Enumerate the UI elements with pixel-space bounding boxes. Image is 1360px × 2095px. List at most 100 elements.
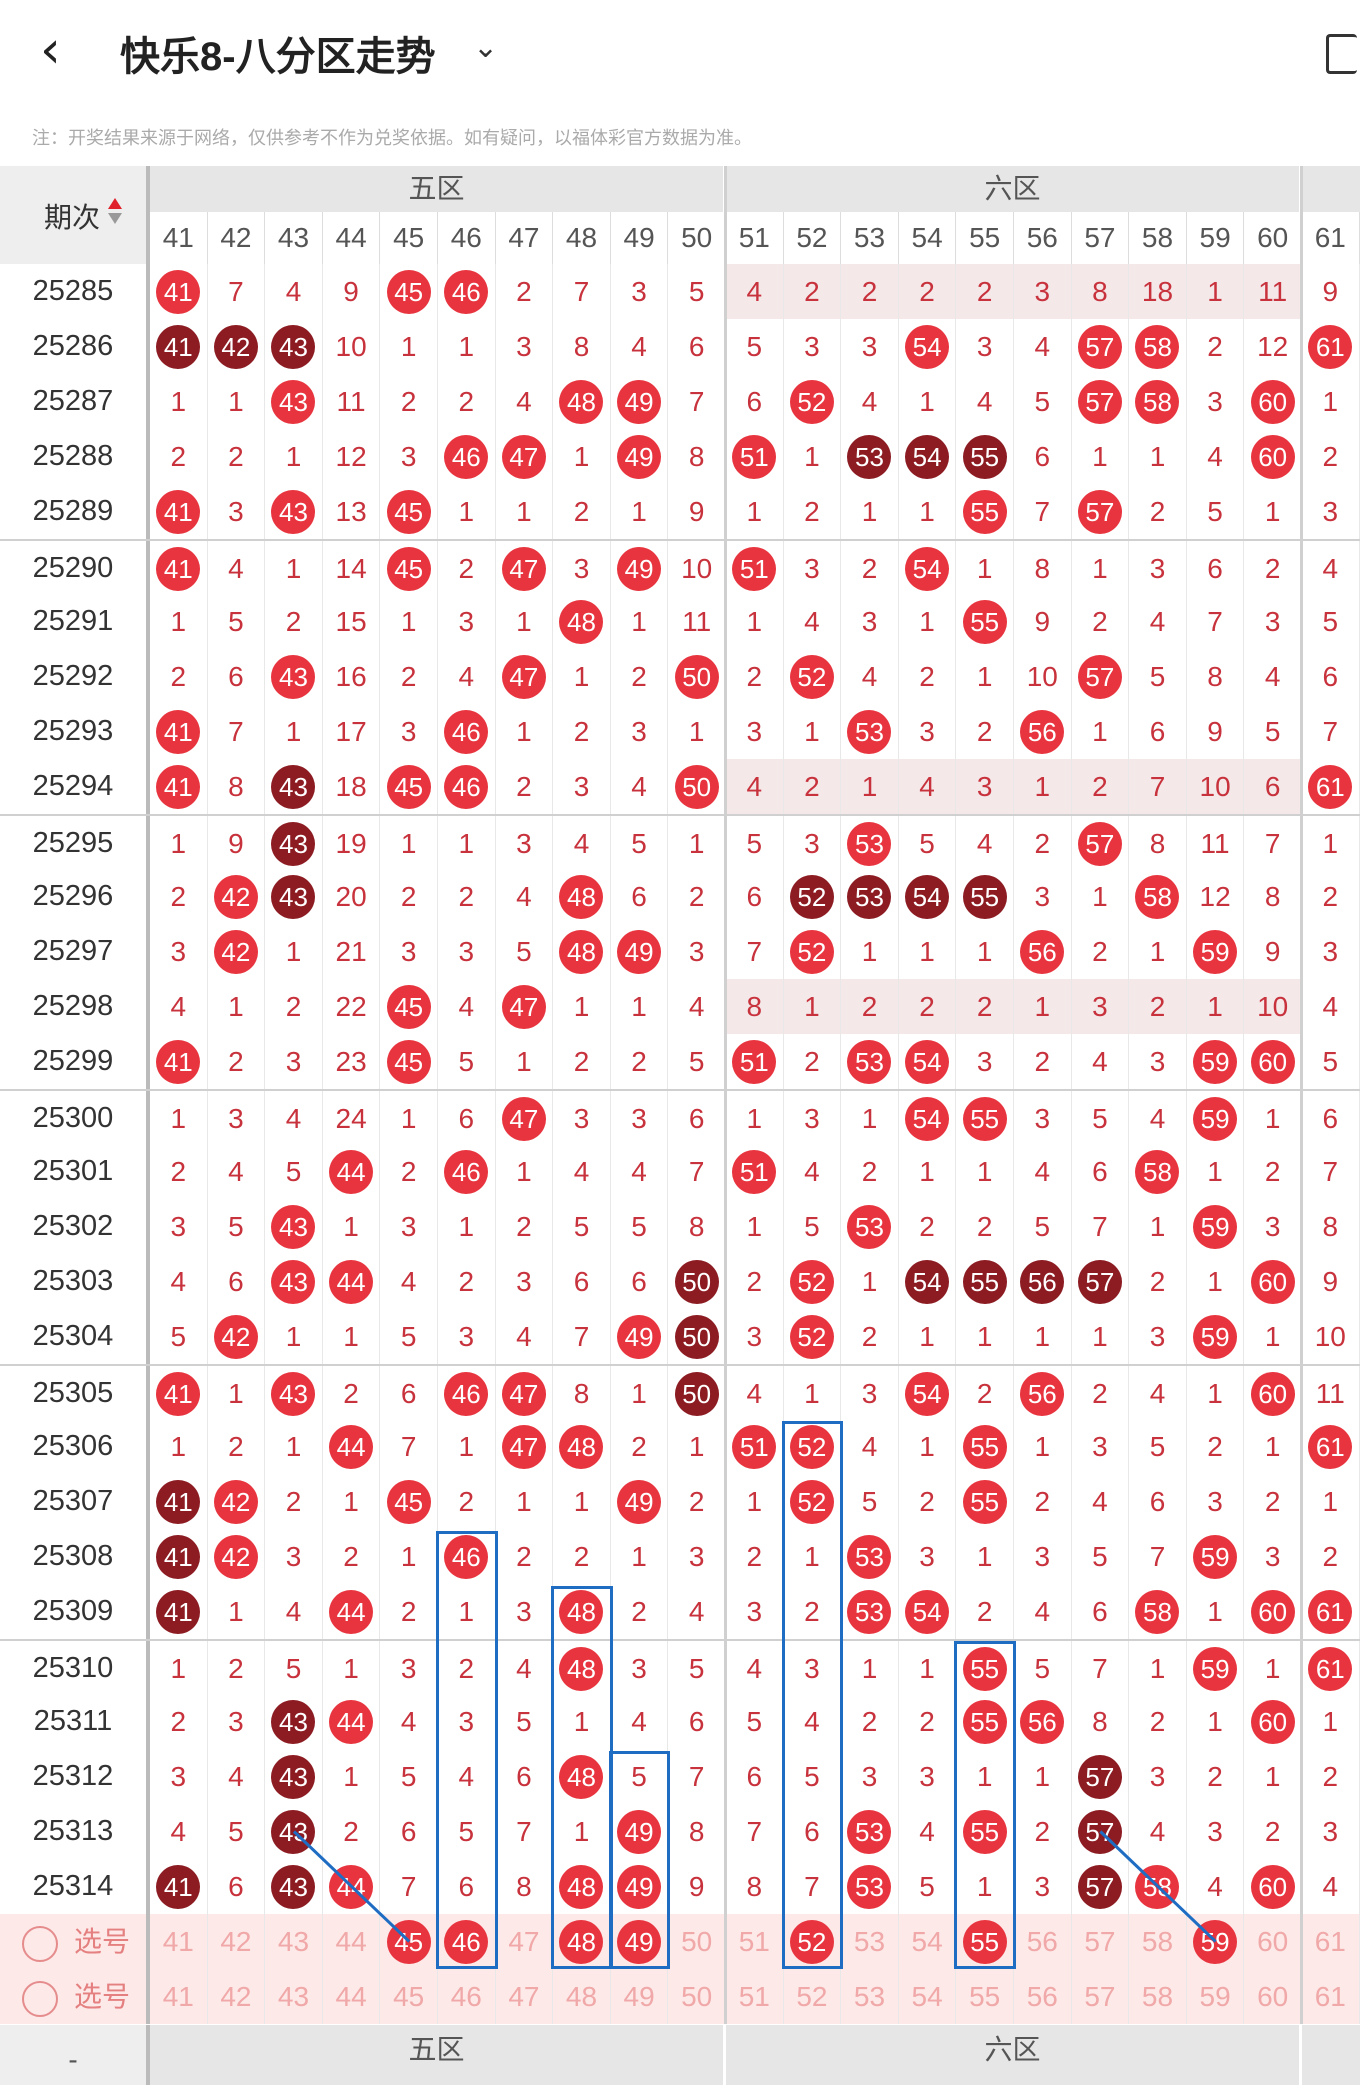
miss-cell: 1	[841, 759, 899, 814]
miss-cell[interactable]: 52	[784, 1969, 842, 2024]
miss-cell[interactable]: 51	[726, 1969, 784, 2024]
hit-cell: 59	[1187, 1309, 1245, 1364]
select-toggle[interactable]: 选号	[0, 1969, 150, 2024]
hit-cell[interactable]: 46	[438, 1914, 496, 1969]
drawn-ball: 45	[386, 490, 431, 535]
miss-cell[interactable]: 50	[668, 1914, 726, 1969]
drawn-ball: 43	[271, 1205, 316, 1250]
miss-cell[interactable]: 42	[208, 1914, 266, 1969]
drawn-ball: 52	[789, 1920, 834, 1965]
table-row: 25305 41 1 43 2 6 46 47 8 1 50 4 1 3 54 2 56 2 4 1 60 11	[0, 1364, 1360, 1421]
sort-icon[interactable]	[108, 198, 122, 228]
miss-cell: 2	[1072, 1366, 1130, 1421]
miss-cell[interactable]: 55	[956, 1969, 1014, 2024]
hit-cell: 57	[1072, 816, 1130, 871]
hit-cell[interactable]: 55	[956, 1914, 1014, 1969]
drawn-ball: 45	[386, 1480, 431, 1525]
miss-cell[interactable]: 41	[150, 1914, 208, 1969]
miss-cell: 2	[1129, 1254, 1187, 1309]
miss-cell[interactable]: 61	[1302, 1969, 1360, 2024]
miss-cell[interactable]: 58	[1129, 1969, 1187, 2024]
miss-cell[interactable]: 53	[841, 1914, 899, 1969]
select-row[interactable]: 选号 41 42 43 44 45 46 47 48 49 50 51 52 53 54 55 56 57 58 59…	[0, 1969, 1360, 2024]
miss-cell[interactable]: 61	[1302, 1914, 1360, 1969]
drawn-ball: 41	[156, 325, 201, 370]
miss-cell[interactable]: 46	[438, 1969, 496, 2024]
highlight-box	[781, 1421, 844, 1969]
miss-cell: 2	[380, 869, 438, 924]
miss-cell: 2	[841, 1144, 899, 1199]
miss-cell[interactable]: 47	[496, 1969, 554, 2024]
miss-cell: 4	[208, 1749, 266, 1804]
chevron-down-icon[interactable]: ⌄	[473, 30, 499, 65]
miss-cell[interactable]: 44	[323, 1969, 381, 2024]
miss-cell: 2	[1302, 869, 1360, 924]
miss-cell[interactable]: 53	[841, 1969, 899, 2024]
miss-cell[interactable]: 54	[899, 1914, 957, 1969]
miss-cell[interactable]: 43	[265, 1969, 323, 2024]
hit-cell[interactable]: 52	[784, 1914, 842, 1969]
miss-cell: 3	[496, 1254, 554, 1309]
miss-cell: 4	[1302, 541, 1360, 596]
table-row: 25307 41 42 2 1 45 2 1 1 49 2 1 52 5 2 55 2 4 6 3 2 1	[0, 1474, 1360, 1529]
device-switch-icon[interactable]	[1326, 34, 1357, 74]
miss-cell[interactable]: 49	[611, 1969, 669, 2024]
drawn-ball: 41	[156, 1865, 201, 1910]
miss-cell[interactable]: 56	[1014, 1914, 1072, 1969]
radio-icon[interactable]	[22, 1980, 58, 2017]
miss-cell[interactable]: 57	[1072, 1914, 1130, 1969]
zone-header-5: 五区	[150, 166, 726, 212]
miss-cell: 2	[323, 1804, 381, 1859]
miss-cell: 3	[841, 1366, 899, 1421]
miss-cell: 4	[1129, 1804, 1187, 1859]
miss-cell[interactable]: 59	[1187, 1969, 1245, 2024]
miss-cell[interactable]: 48	[553, 1969, 611, 2024]
drawn-ball: 60	[1250, 435, 1295, 480]
hit-cell[interactable]: 49	[611, 1914, 669, 1969]
miss-cell[interactable]: 60	[1244, 1969, 1302, 2024]
miss-cell: 3	[208, 1091, 266, 1146]
miss-cell[interactable]: 42	[208, 1969, 266, 2024]
miss-cell: 1	[553, 1474, 611, 1529]
miss-cell: 4	[380, 1254, 438, 1309]
miss-cell[interactable]: 44	[323, 1914, 381, 1969]
back-icon[interactable]: ‹	[40, 20, 61, 80]
miss-cell[interactable]: 58	[1129, 1914, 1187, 1969]
miss-cell: 4	[553, 816, 611, 871]
number-header-55: 55	[956, 212, 1014, 264]
drawn-ball: 50	[674, 655, 719, 700]
miss-cell: 6	[1187, 541, 1245, 596]
miss-cell[interactable]: 57	[1072, 1969, 1130, 2024]
miss-cell[interactable]: 56	[1014, 1969, 1072, 2024]
number-header-46: 46	[438, 212, 496, 264]
drawn-ball: 56	[1020, 930, 1065, 975]
drawn-ball: 51	[732, 547, 777, 592]
hit-cell: 47	[496, 649, 554, 704]
period-id: 25292	[0, 649, 150, 704]
miss-cell: 1	[496, 704, 554, 759]
miss-cell[interactable]: 51	[726, 1914, 784, 1969]
drawn-ball: 60	[1250, 1260, 1295, 1305]
miss-cell[interactable]: 43	[265, 1914, 323, 1969]
drawn-ball: 52	[789, 930, 834, 975]
table-row: 25308 41 42 3 2 1 46 2 2 1 3 2 1 53 3 1 3 5 7 59 3 2	[0, 1529, 1360, 1584]
select-toggle[interactable]: 选号	[0, 1914, 150, 1969]
period-id: 25296	[0, 869, 150, 924]
miss-cell: 5	[1014, 1199, 1072, 1254]
miss-cell: 23	[323, 1034, 381, 1089]
miss-cell: 4	[1014, 319, 1072, 374]
miss-cell[interactable]: 47	[496, 1914, 554, 1969]
hit-cell: 60	[1244, 429, 1302, 484]
miss-cell[interactable]: 54	[899, 1969, 957, 2024]
miss-cell[interactable]: 41	[150, 1969, 208, 2024]
miss-cell[interactable]: 45	[380, 1969, 438, 2024]
miss-cell: 1	[899, 1419, 957, 1474]
miss-cell: 2	[956, 1584, 1014, 1639]
table-row: 25301 2 4 5 44 2 46 1 4 4 7 51 4 2 1 1 4 6 58 1 2 7	[0, 1144, 1360, 1199]
period-header[interactable]: 期次	[0, 166, 150, 264]
drawn-ball: 57	[1077, 1260, 1122, 1305]
hit-cell: 59	[1187, 1034, 1245, 1089]
select-row[interactable]: 选号 41 42 43 44 45 46 47 48 49 50 51 52 53 54 55 56 57 58 59…	[0, 1914, 1360, 1969]
table-row: 25289 41 3 43 13 45 1 1 2 1 9 1 2 1 1 55 7 57 2 5 1 3	[0, 484, 1360, 539]
radio-icon[interactable]	[22, 1925, 58, 1962]
